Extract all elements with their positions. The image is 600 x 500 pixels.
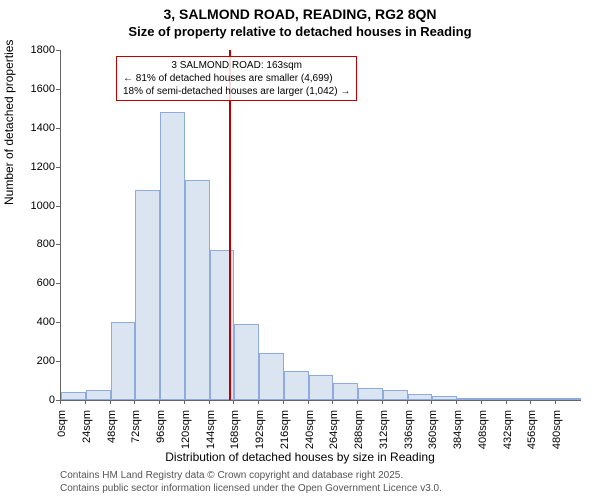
- histogram-bar: [408, 394, 433, 400]
- x-tick-mark: [308, 400, 309, 404]
- x-tick-mark: [382, 400, 383, 404]
- histogram-bar: [259, 353, 284, 400]
- y-tick-label: 1400: [15, 122, 55, 134]
- footer-line-2: Contains public sector information licen…: [60, 483, 442, 496]
- y-tick-mark: [56, 50, 60, 51]
- x-tick-mark: [110, 400, 111, 404]
- y-tick-mark: [56, 322, 60, 323]
- y-tick-label: 800: [15, 238, 55, 250]
- x-tick-mark: [134, 400, 135, 404]
- x-axis-label: Distribution of detached houses by size …: [0, 450, 600, 464]
- x-tick-mark: [184, 400, 185, 404]
- y-tick-label: 0: [15, 394, 55, 406]
- y-tick-mark: [56, 128, 60, 129]
- x-tick-mark: [283, 400, 284, 404]
- x-tick-mark: [431, 400, 432, 404]
- x-tick-mark: [530, 400, 531, 404]
- y-tick-mark: [56, 361, 60, 362]
- histogram-bar: [61, 392, 86, 400]
- x-tick-mark: [159, 400, 160, 404]
- x-tick-mark: [407, 400, 408, 404]
- y-tick-label: 600: [15, 277, 55, 289]
- histogram-bar: [358, 388, 383, 400]
- x-tick-mark: [258, 400, 259, 404]
- x-tick-mark: [85, 400, 86, 404]
- chart-footer: Contains HM Land Registry data © Crown c…: [60, 470, 442, 495]
- histogram-bar: [556, 398, 581, 400]
- x-tick-mark: [60, 400, 61, 404]
- x-tick-mark: [233, 400, 234, 404]
- histogram-bar: [482, 398, 507, 400]
- histogram-bar: [432, 396, 457, 400]
- histogram-chart: 3, SALMOND ROAD, READING, RG2 8QN Size o…: [0, 0, 600, 500]
- x-tick-mark: [555, 400, 556, 404]
- callout-line-1: 3 SALMOND ROAD: 163sqm: [123, 59, 350, 72]
- histogram-bar: [507, 398, 532, 400]
- callout-line-2: ← 81% of detached houses are smaller (4,…: [123, 72, 350, 85]
- x-tick-mark: [357, 400, 358, 404]
- x-tick-mark: [456, 400, 457, 404]
- histogram-bar: [284, 371, 309, 400]
- histogram-bar: [531, 398, 556, 400]
- y-tick-mark: [56, 244, 60, 245]
- y-tick-mark: [56, 89, 60, 90]
- y-tick-label: 1800: [15, 44, 55, 56]
- y-tick-label: 1600: [15, 83, 55, 95]
- histogram-bar: [309, 375, 334, 400]
- plot-area: 3 SALMOND ROAD: 163sqm← 81% of detached …: [60, 50, 581, 401]
- x-tick-mark: [506, 400, 507, 404]
- chart-subtitle: Size of property relative to detached ho…: [0, 24, 600, 39]
- y-tick-label: 1000: [15, 200, 55, 212]
- footer-line-1: Contains HM Land Registry data © Crown c…: [60, 470, 442, 483]
- histogram-bar: [185, 180, 210, 400]
- y-tick-mark: [56, 283, 60, 284]
- histogram-bar: [160, 112, 185, 400]
- y-tick-label: 400: [15, 316, 55, 328]
- histogram-bar: [111, 322, 136, 400]
- histogram-bar: [333, 383, 358, 401]
- y-tick-mark: [56, 167, 60, 168]
- y-tick-mark: [56, 206, 60, 207]
- y-tick-label: 200: [15, 355, 55, 367]
- histogram-bar: [383, 390, 408, 400]
- histogram-bar: [457, 398, 482, 400]
- callout-line-3: 18% of semi-detached houses are larger (…: [123, 85, 350, 98]
- callout-box: 3 SALMOND ROAD: 163sqm← 81% of detached …: [116, 56, 357, 101]
- chart-title: 3, SALMOND ROAD, READING, RG2 8QN: [0, 6, 600, 22]
- x-tick-mark: [332, 400, 333, 404]
- histogram-bar: [234, 324, 259, 400]
- histogram-bar: [86, 390, 111, 400]
- x-tick-mark: [209, 400, 210, 404]
- y-tick-label: 1200: [15, 161, 55, 173]
- y-axis-label: Number of detached properties: [2, 40, 16, 205]
- reference-line: [229, 50, 231, 400]
- x-tick-mark: [481, 400, 482, 404]
- histogram-bar: [135, 190, 160, 400]
